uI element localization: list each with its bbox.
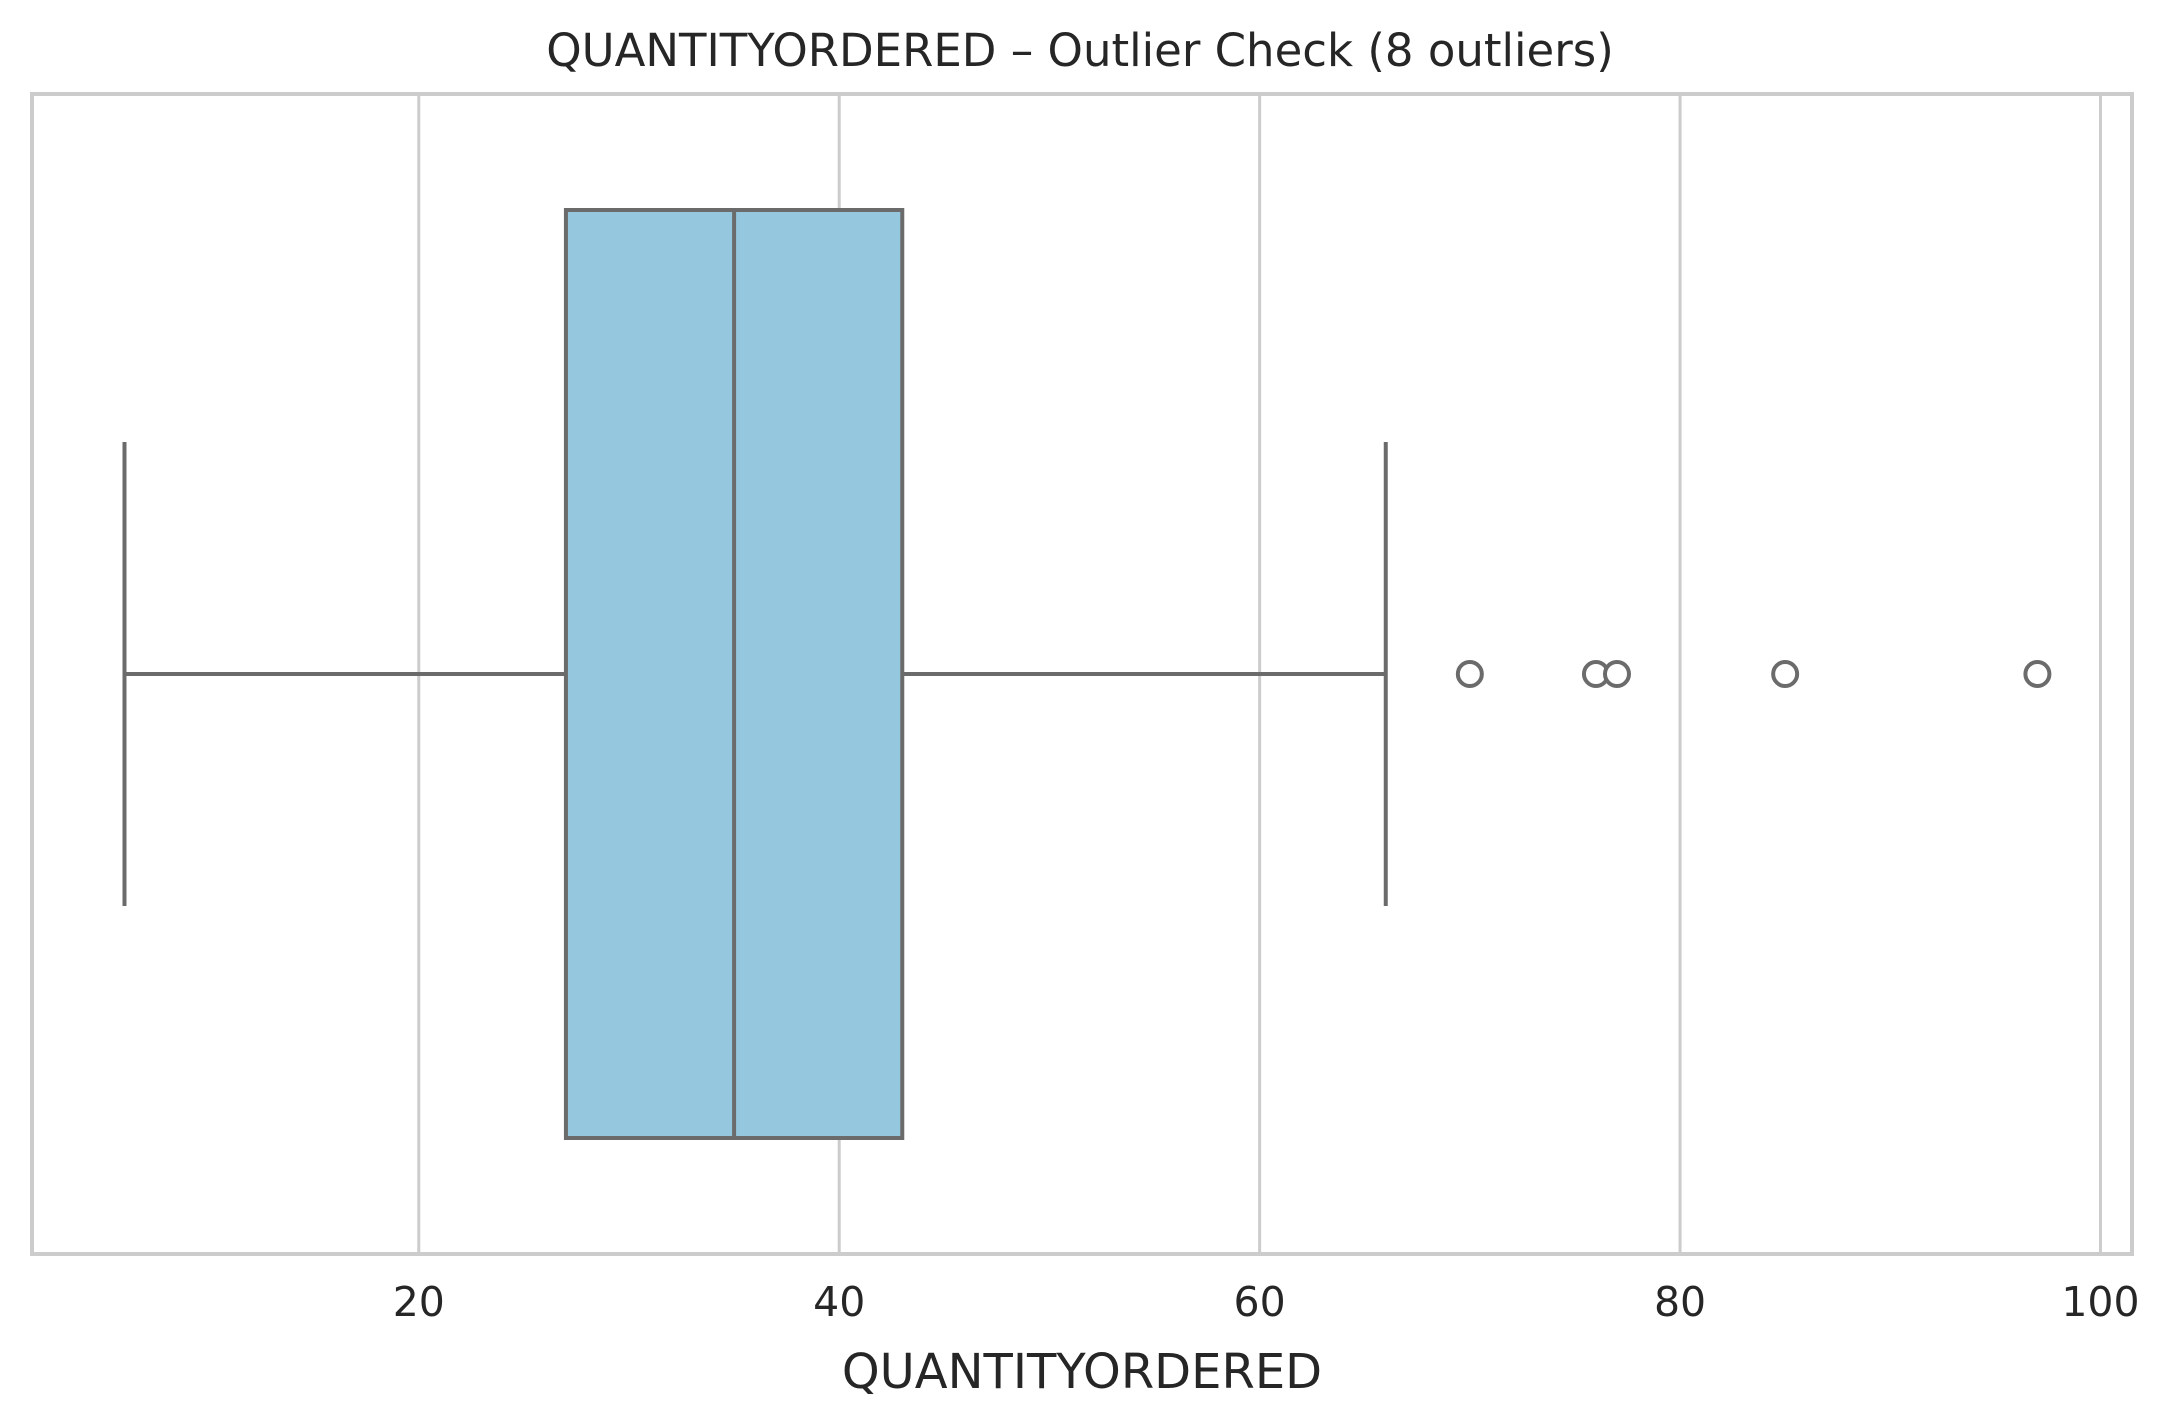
outlier-point-4 [1771, 660, 1800, 688]
x-tick-label-40: 40 [813, 1278, 865, 1326]
x-tick-label-80: 80 [1654, 1278, 1706, 1326]
x-tick-label-100: 100 [2061, 1278, 2139, 1326]
chart-title: QUANTITYORDERED – Outlier Check (8 outli… [546, 24, 1614, 77]
x-tick-labels: 20 40 60 80 100 [393, 1278, 2140, 1326]
outlier-point-3 [1602, 660, 1631, 688]
box-plot [122, 208, 1388, 1140]
x-tick-label-20: 20 [393, 1278, 445, 1326]
outlier-point-5 [2023, 660, 2052, 688]
outlier-points [1455, 660, 2052, 688]
x-axis-title: QUANTITYORDERED [842, 1344, 1322, 1400]
outlier-point-1 [1455, 660, 1484, 688]
plot-frame [30, 92, 2134, 1256]
x-tick-label-60: 60 [1234, 1278, 1286, 1326]
